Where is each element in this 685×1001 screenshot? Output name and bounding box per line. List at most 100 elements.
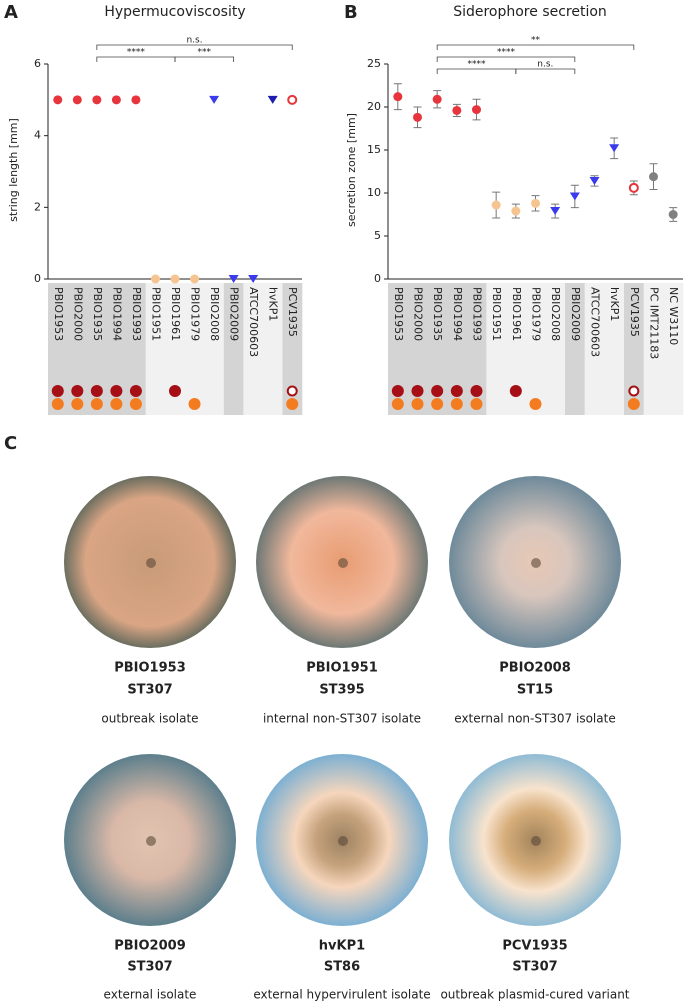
x-tick-label: ATCC700603	[247, 287, 260, 357]
label-shade	[643, 283, 664, 415]
sequence-type: ST307	[127, 960, 172, 975]
significance-bracket	[436, 68, 517, 74]
data-point	[287, 94, 298, 105]
label-shade	[486, 283, 507, 415]
isolate-name: hvKP1	[319, 939, 365, 954]
panel-label: B	[344, 2, 358, 23]
indicator-dot	[129, 398, 142, 410]
label-shade	[663, 283, 684, 415]
x-tick-label: PBIO2000	[412, 287, 425, 341]
x-tick-label: PBIO2008	[208, 287, 221, 341]
indicator-dot	[411, 385, 424, 397]
indicator-dot	[470, 398, 483, 410]
indicator-dot	[509, 385, 522, 397]
colony	[146, 836, 156, 846]
x-tick-label: PBIO1953	[392, 287, 405, 341]
data-point	[111, 95, 121, 105]
sequence-type: ST395	[319, 683, 364, 698]
colony	[531, 558, 541, 568]
data-point	[452, 105, 462, 115]
label-shade	[545, 283, 566, 415]
label-shade	[87, 283, 107, 415]
y-tick-label: 5	[374, 229, 381, 242]
indicator-dot	[71, 398, 84, 410]
colony	[338, 836, 348, 846]
data-point	[472, 105, 481, 115]
isolate-description: external non-ST307 isolate	[454, 712, 615, 726]
data-point	[531, 198, 540, 208]
x-tick-label: PBIO1961	[510, 287, 523, 341]
indicator-dot	[431, 398, 444, 410]
indicator-dot	[529, 398, 542, 410]
data-point	[668, 210, 678, 219]
data-point	[393, 92, 403, 102]
x-tick-label: PBIO1994	[110, 287, 123, 341]
label-shade	[262, 283, 283, 415]
x-tick-label: ATCC700603	[589, 287, 602, 357]
x-tick-label: PBIO1993	[471, 287, 484, 341]
sequence-type: ST307	[127, 683, 172, 698]
indicator-dot	[391, 398, 404, 410]
indicator-dot	[90, 385, 103, 397]
colony	[531, 836, 541, 846]
data-point	[170, 274, 180, 284]
data-point	[92, 95, 102, 105]
sequence-type: ST307	[512, 960, 557, 975]
significance-label: ****	[468, 60, 487, 70]
label-shade	[565, 283, 585, 415]
label-shade	[67, 283, 88, 415]
label-shade	[584, 283, 605, 415]
label-shade	[165, 283, 186, 415]
label-shade	[447, 283, 467, 415]
indicator-dot	[431, 385, 444, 397]
chart-title: Siderophore secretion	[453, 4, 607, 20]
isolate-name: PBIO2009	[114, 939, 186, 954]
indicator-dot	[188, 398, 201, 410]
x-tick-label: hvKP1	[608, 287, 621, 321]
indicator-dot	[470, 385, 483, 397]
data-point	[413, 112, 422, 122]
x-tick-label: PCV1935	[628, 287, 641, 337]
label-shade	[506, 283, 526, 415]
data-point	[628, 182, 639, 193]
x-tick-label: PBIO1953	[52, 287, 65, 341]
indicator-dot	[391, 385, 404, 397]
x-tick-label: PBIO1979	[530, 287, 543, 341]
data-point	[511, 206, 521, 216]
indicator-dot	[51, 385, 64, 397]
isolate-description: outbreak isolate	[101, 712, 198, 726]
data-point	[72, 95, 82, 105]
indicator-dot	[286, 385, 298, 397]
y-tick-label: 0	[374, 272, 381, 285]
x-tick-label: PBIO2009	[228, 287, 241, 341]
y-tick-label: 10	[367, 186, 381, 199]
data-point	[131, 95, 141, 105]
label-shade	[223, 283, 244, 415]
label-shade	[126, 283, 146, 415]
significance-bracket	[436, 44, 635, 50]
label-shade	[145, 283, 166, 415]
y-tick-label: 6	[34, 57, 41, 70]
colony	[146, 558, 156, 568]
label-shade	[204, 283, 225, 415]
isolate-description: internal non-ST307 isolate	[263, 712, 421, 726]
label-shade	[407, 283, 428, 415]
y-axis-label: secretion zone [mm]	[345, 113, 358, 227]
label-shade	[427, 283, 448, 415]
x-tick-label: PBIO1951	[149, 287, 162, 341]
isolate-name: PBIO1953	[114, 661, 186, 676]
data-point	[190, 274, 200, 284]
data-point	[150, 274, 160, 284]
y-tick-label: 15	[367, 143, 381, 156]
significance-label: n.s.	[186, 36, 202, 46]
y-tick-label: 25	[367, 57, 381, 70]
x-tick-label: NC W3110	[667, 287, 680, 345]
significance-bracket	[174, 56, 235, 62]
significance-label: ***	[198, 48, 212, 58]
data-point	[53, 95, 63, 105]
indicator-dot	[90, 398, 103, 410]
indicator-dot	[450, 398, 463, 410]
x-tick-label: PCV1935	[286, 287, 299, 337]
label-shade	[48, 283, 68, 415]
